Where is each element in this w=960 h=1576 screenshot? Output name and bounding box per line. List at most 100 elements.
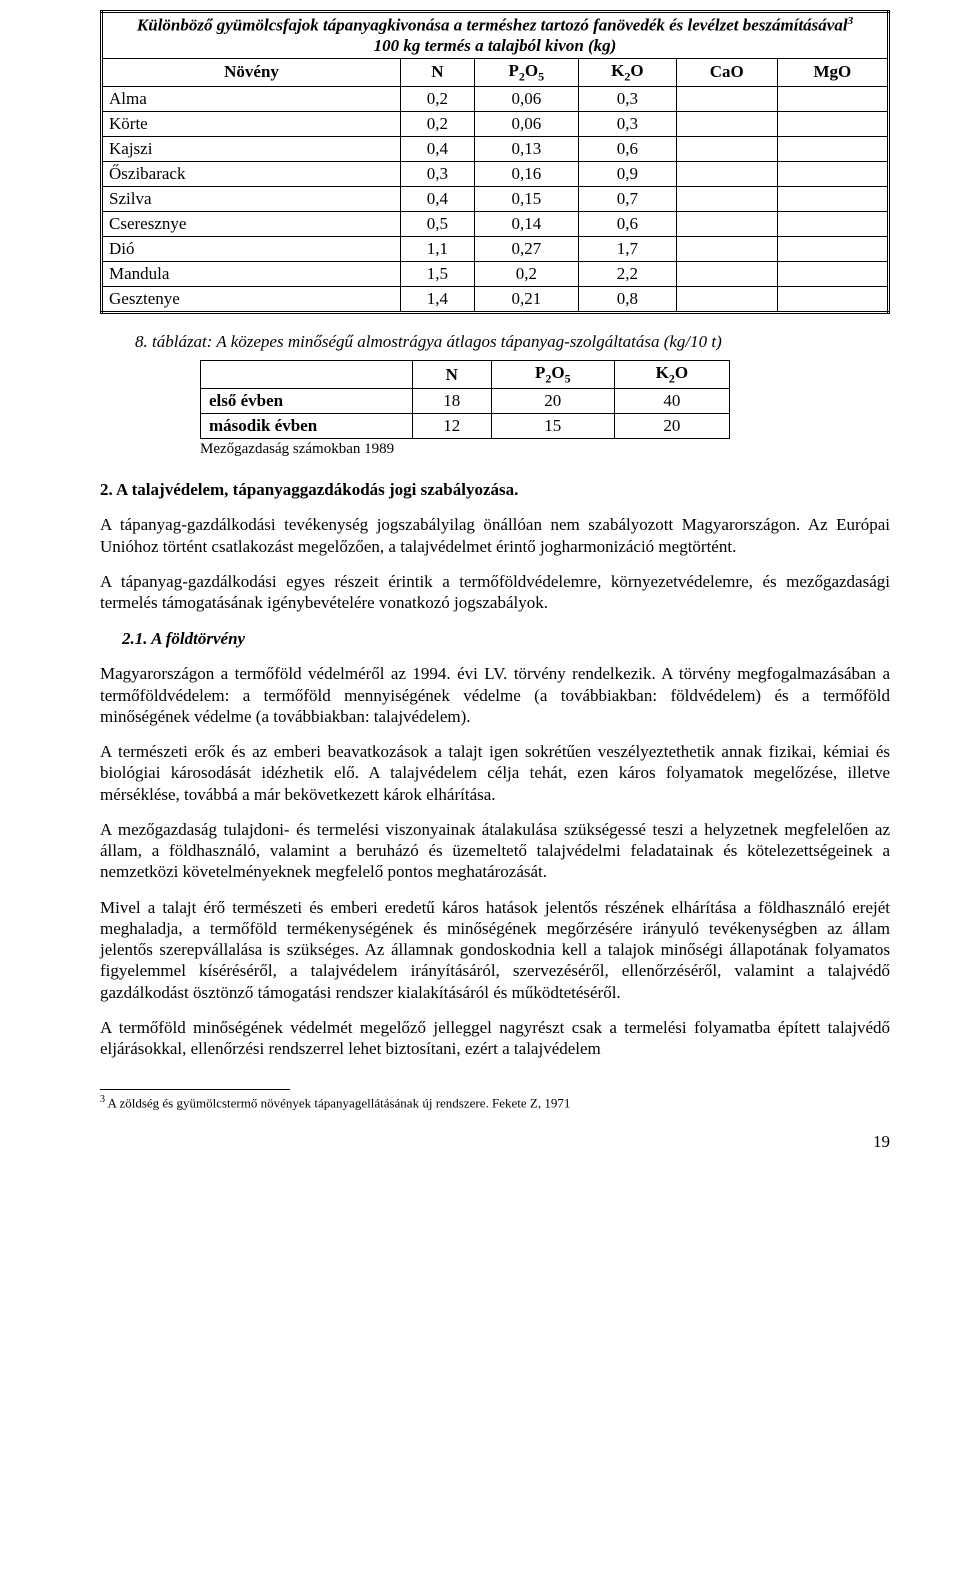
table-cell: 0,3	[401, 162, 475, 187]
table-cell	[676, 162, 777, 187]
table-cell: 1,7	[579, 237, 677, 262]
table1-header-row: Növény N P2O5 K2O CaO MgO	[102, 58, 889, 86]
table-cell: első évben	[201, 389, 413, 414]
table-cell: Őszibarack	[102, 162, 401, 187]
table-cell	[676, 187, 777, 212]
nutrient-extraction-table: Különböző gyümölcsfajok tápanyagkivonása…	[100, 10, 890, 314]
table-cell	[777, 237, 888, 262]
table-cell: 20	[491, 389, 614, 414]
table1-title-line1: Különböző gyümölcsfajok tápanyagkivonása…	[137, 16, 848, 35]
table-cell: 1,1	[401, 237, 475, 262]
table-cell	[777, 112, 888, 137]
table-cell: 20	[614, 414, 729, 439]
table-row: Gesztenye1,40,210,8	[102, 287, 889, 313]
table-cell	[676, 262, 777, 287]
table-cell: Körte	[102, 112, 401, 137]
table-cell: 0,5	[401, 212, 475, 237]
table2-source: Mezőgazdaság számokban 1989	[200, 441, 890, 458]
section-2-heading: 2. A talajvédelem, tápanyaggazdákodás jo…	[100, 480, 890, 500]
footnote-3: 3 A zöldség és gyümölcstermő növények tá…	[100, 1094, 890, 1111]
table1-title-sup: 3	[848, 15, 854, 27]
table-cell: 0,06	[474, 87, 578, 112]
table-cell: 1,4	[401, 287, 475, 313]
table-cell: Kajszi	[102, 137, 401, 162]
table-cell: 0,16	[474, 162, 578, 187]
table-row: Mandula1,50,22,2	[102, 262, 889, 287]
paragraph-2: A tápanyag-gazdálkodási egyes részeit ér…	[100, 571, 890, 614]
table-cell: 0,06	[474, 112, 578, 137]
table2-h0	[201, 361, 413, 389]
table-cell: 0,9	[579, 162, 677, 187]
table-cell: 40	[614, 389, 729, 414]
footnote-separator	[100, 1089, 290, 1090]
table-cell: 0,15	[474, 187, 578, 212]
table-cell: 12	[412, 414, 491, 439]
table-cell	[777, 87, 888, 112]
table2-h1: N	[412, 361, 491, 389]
footnote-text: A zöldség és gyümölcstermő növények tápa…	[105, 1096, 570, 1111]
manure-nutrient-table-wrap: N P2O5 K2O első évben182040második évben…	[200, 360, 730, 439]
table1-title: Különböző gyümölcsfajok tápanyagkivonása…	[102, 12, 889, 59]
table-cell: Dió	[102, 237, 401, 262]
table-cell: 0,2	[401, 87, 475, 112]
table-cell: Mandula	[102, 262, 401, 287]
table-cell	[676, 287, 777, 313]
table-cell: 15	[491, 414, 614, 439]
table-cell: 18	[412, 389, 491, 414]
table-row: Szilva0,40,150,7	[102, 187, 889, 212]
table-cell	[777, 137, 888, 162]
table-cell: 0,4	[401, 187, 475, 212]
table2-caption: 8. táblázat: A közepes minőségű almostrá…	[135, 332, 890, 352]
paragraph-3: Magyarországon a termőföld védelméről az…	[100, 663, 890, 727]
table-cell: 0,8	[579, 287, 677, 313]
table-cell: Szilva	[102, 187, 401, 212]
page-number: 19	[100, 1132, 890, 1152]
table-cell	[777, 162, 888, 187]
table-cell	[777, 212, 888, 237]
paragraph-1: A tápanyag-gazdálkodási tevékenység jogs…	[100, 514, 890, 557]
table-cell	[777, 262, 888, 287]
table2-header-row: N P2O5 K2O	[201, 361, 730, 389]
table-cell: 0,2	[401, 112, 475, 137]
table-cell: második évben	[201, 414, 413, 439]
manure-nutrient-table: N P2O5 K2O első évben182040második évben…	[200, 360, 730, 439]
table-cell: 0,27	[474, 237, 578, 262]
table1-h3: K2O	[579, 58, 677, 86]
table1-h2: P2O5	[474, 58, 578, 86]
table1-h0: Növény	[102, 58, 401, 86]
table-row: első évben182040	[201, 389, 730, 414]
table-cell: 1,5	[401, 262, 475, 287]
table-cell: 0,3	[579, 112, 677, 137]
table-cell	[676, 212, 777, 237]
table-cell: 0,13	[474, 137, 578, 162]
table1-h5: MgO	[777, 58, 888, 86]
document-page: Különböző gyümölcsfajok tápanyagkivonása…	[0, 0, 960, 1182]
table-row: Őszibarack0,30,160,9	[102, 162, 889, 187]
table-row: Kajszi0,40,130,6	[102, 137, 889, 162]
paragraph-4a: A természeti erők és az emberi beavatkoz…	[100, 742, 769, 761]
table-row: Alma0,20,060,3	[102, 87, 889, 112]
table-cell: 0,21	[474, 287, 578, 313]
table-cell	[777, 287, 888, 313]
table-cell	[777, 187, 888, 212]
table-cell: 2,2	[579, 262, 677, 287]
table2-h2: P2O5	[491, 361, 614, 389]
paragraph-6: Mivel a talajt érő természeti és emberi …	[100, 897, 890, 1003]
table-cell: 0,6	[579, 212, 677, 237]
table-row: Körte0,20,060,3	[102, 112, 889, 137]
table-cell: 0,14	[474, 212, 578, 237]
table-cell: Alma	[102, 87, 401, 112]
subsection-2-1-heading: 2.1. A földtörvény	[122, 629, 890, 649]
paragraph-4: A természeti erők és az emberi beavatkoz…	[100, 741, 890, 805]
paragraph-5: A mezőgazdaság tulajdoni- és termelési v…	[100, 819, 890, 883]
table-cell: Cseresznye	[102, 212, 401, 237]
table1-h4: CaO	[676, 58, 777, 86]
table-cell: 0,2	[474, 262, 578, 287]
table1-h1: N	[401, 58, 475, 86]
table-cell	[676, 87, 777, 112]
table-row: második évben121520	[201, 414, 730, 439]
table2-h3: K2O	[614, 361, 729, 389]
table-cell: Gesztenye	[102, 287, 401, 313]
table1-title-line2: 100 kg termés a talajból kivon (kg)	[374, 36, 617, 55]
table-cell: 0,3	[579, 87, 677, 112]
